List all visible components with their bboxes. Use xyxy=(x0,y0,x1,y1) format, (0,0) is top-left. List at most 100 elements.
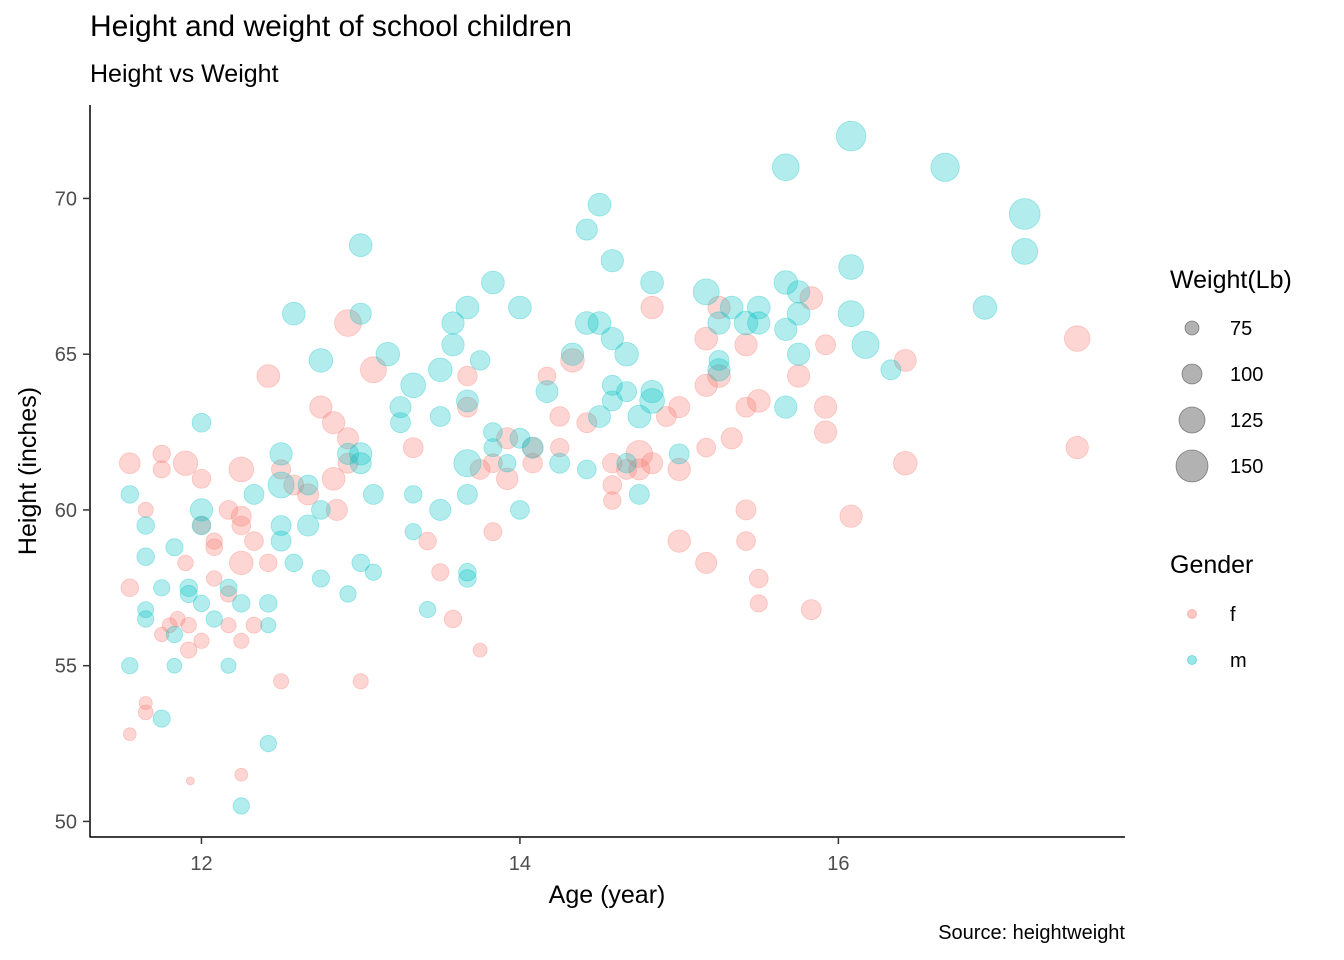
point-m-59 xyxy=(455,389,479,413)
point-f-67 xyxy=(602,453,623,474)
point-f-29 xyxy=(233,632,250,649)
point-f-72 xyxy=(628,458,651,481)
point-m-32 xyxy=(297,474,319,496)
point-f-102 xyxy=(1063,325,1091,352)
point-m-51 xyxy=(404,523,422,541)
point-f-89 xyxy=(736,531,756,551)
point-m-29 xyxy=(270,530,292,552)
point-m-91 xyxy=(640,270,664,295)
x-axis-label: Age (year) xyxy=(549,881,666,909)
point-m-104 xyxy=(773,270,799,295)
point-f-18 xyxy=(193,632,210,649)
point-f-7 xyxy=(152,460,171,479)
point-m-111 xyxy=(838,254,864,280)
point-m-81 xyxy=(588,405,611,428)
point-m-39 xyxy=(348,233,373,258)
point-m-40 xyxy=(349,302,372,325)
color-legend-title: Gender xyxy=(1170,551,1253,579)
point-f-59 xyxy=(496,467,519,491)
y-tick-label: 55 xyxy=(55,656,77,678)
point-m-112 xyxy=(837,300,865,328)
point-m-47 xyxy=(389,396,412,419)
point-f-65 xyxy=(560,348,585,373)
point-m-64 xyxy=(469,350,491,371)
point-f-55 xyxy=(472,642,488,658)
point-m-25 xyxy=(232,797,250,815)
point-m-13 xyxy=(191,412,212,433)
point-f-93 xyxy=(786,364,811,388)
point-m-54 xyxy=(429,406,451,427)
point-f-27 xyxy=(231,515,252,536)
point-m-85 xyxy=(601,390,623,412)
color-legend: Gender f m xyxy=(1170,551,1253,672)
point-f-98 xyxy=(813,420,838,444)
point-f-75 xyxy=(656,406,677,427)
size-legend: Weight(Lb) 75 100 125 150 xyxy=(1170,266,1292,483)
point-f-70 xyxy=(616,458,637,480)
point-m-5 xyxy=(137,610,155,628)
point-f-28 xyxy=(229,550,254,576)
point-m-14 xyxy=(189,498,214,522)
x-tick-label: 16 xyxy=(827,853,849,875)
point-f-32 xyxy=(245,616,263,634)
point-m-103 xyxy=(771,153,800,182)
size-legend-label: 150 xyxy=(1230,456,1263,478)
point-f-43 xyxy=(334,309,362,337)
point-f-21 xyxy=(205,570,223,587)
point-f-14 xyxy=(180,641,198,659)
point-m-1 xyxy=(121,657,139,675)
point-m-76 xyxy=(575,218,598,241)
x-axis-ticks: 12 14 16 xyxy=(190,837,850,875)
y-axis-label: Height (inches) xyxy=(14,387,42,555)
point-f-35 xyxy=(271,459,292,480)
point-m-95 xyxy=(692,278,720,306)
point-f-60 xyxy=(522,437,544,459)
point-m-97 xyxy=(708,349,730,371)
point-f-63 xyxy=(549,406,570,427)
point-m-38 xyxy=(339,585,357,603)
point-f-47 xyxy=(359,356,387,384)
point-m-22 xyxy=(259,594,278,613)
point-m-0 xyxy=(120,485,140,504)
point-f-3 xyxy=(137,501,154,518)
point-m-71 xyxy=(510,500,530,520)
x-tick-label: 12 xyxy=(190,853,212,875)
point-f-61 xyxy=(522,453,543,474)
point-f-90 xyxy=(746,389,771,413)
point-m-113 xyxy=(851,330,880,359)
point-m-42 xyxy=(349,452,372,475)
point-f-13 xyxy=(180,617,197,634)
point-f-56 xyxy=(483,453,503,474)
point-m-94 xyxy=(668,443,690,465)
point-m-62 xyxy=(458,563,477,582)
point-m-19 xyxy=(220,657,237,674)
point-m-45 xyxy=(364,563,382,581)
point-m-110 xyxy=(835,120,867,152)
point-f-41 xyxy=(321,466,346,491)
point-m-89 xyxy=(627,404,652,429)
point-m-11 xyxy=(179,578,198,598)
point-f-73 xyxy=(640,295,664,320)
point-m-65 xyxy=(481,270,505,295)
point-f-22 xyxy=(218,500,239,520)
point-m-79 xyxy=(587,192,612,217)
point-m-87 xyxy=(616,381,637,403)
point-f-34 xyxy=(259,553,278,573)
point-f-68 xyxy=(602,475,623,495)
point-f-36 xyxy=(273,673,290,690)
point-m-48 xyxy=(390,412,411,434)
point-f-50 xyxy=(431,563,450,582)
point-m-30 xyxy=(281,301,306,326)
point-f-100 xyxy=(893,348,917,372)
point-m-9 xyxy=(165,625,183,644)
point-m-56 xyxy=(441,311,465,335)
point-f-26 xyxy=(230,505,252,527)
point-m-55 xyxy=(429,498,452,521)
point-m-82 xyxy=(600,249,624,273)
point-f-79 xyxy=(694,326,718,351)
point-f-57 xyxy=(483,522,503,542)
point-f-52 xyxy=(457,365,478,387)
point-m-34 xyxy=(308,348,334,373)
point-m-80 xyxy=(587,311,612,335)
